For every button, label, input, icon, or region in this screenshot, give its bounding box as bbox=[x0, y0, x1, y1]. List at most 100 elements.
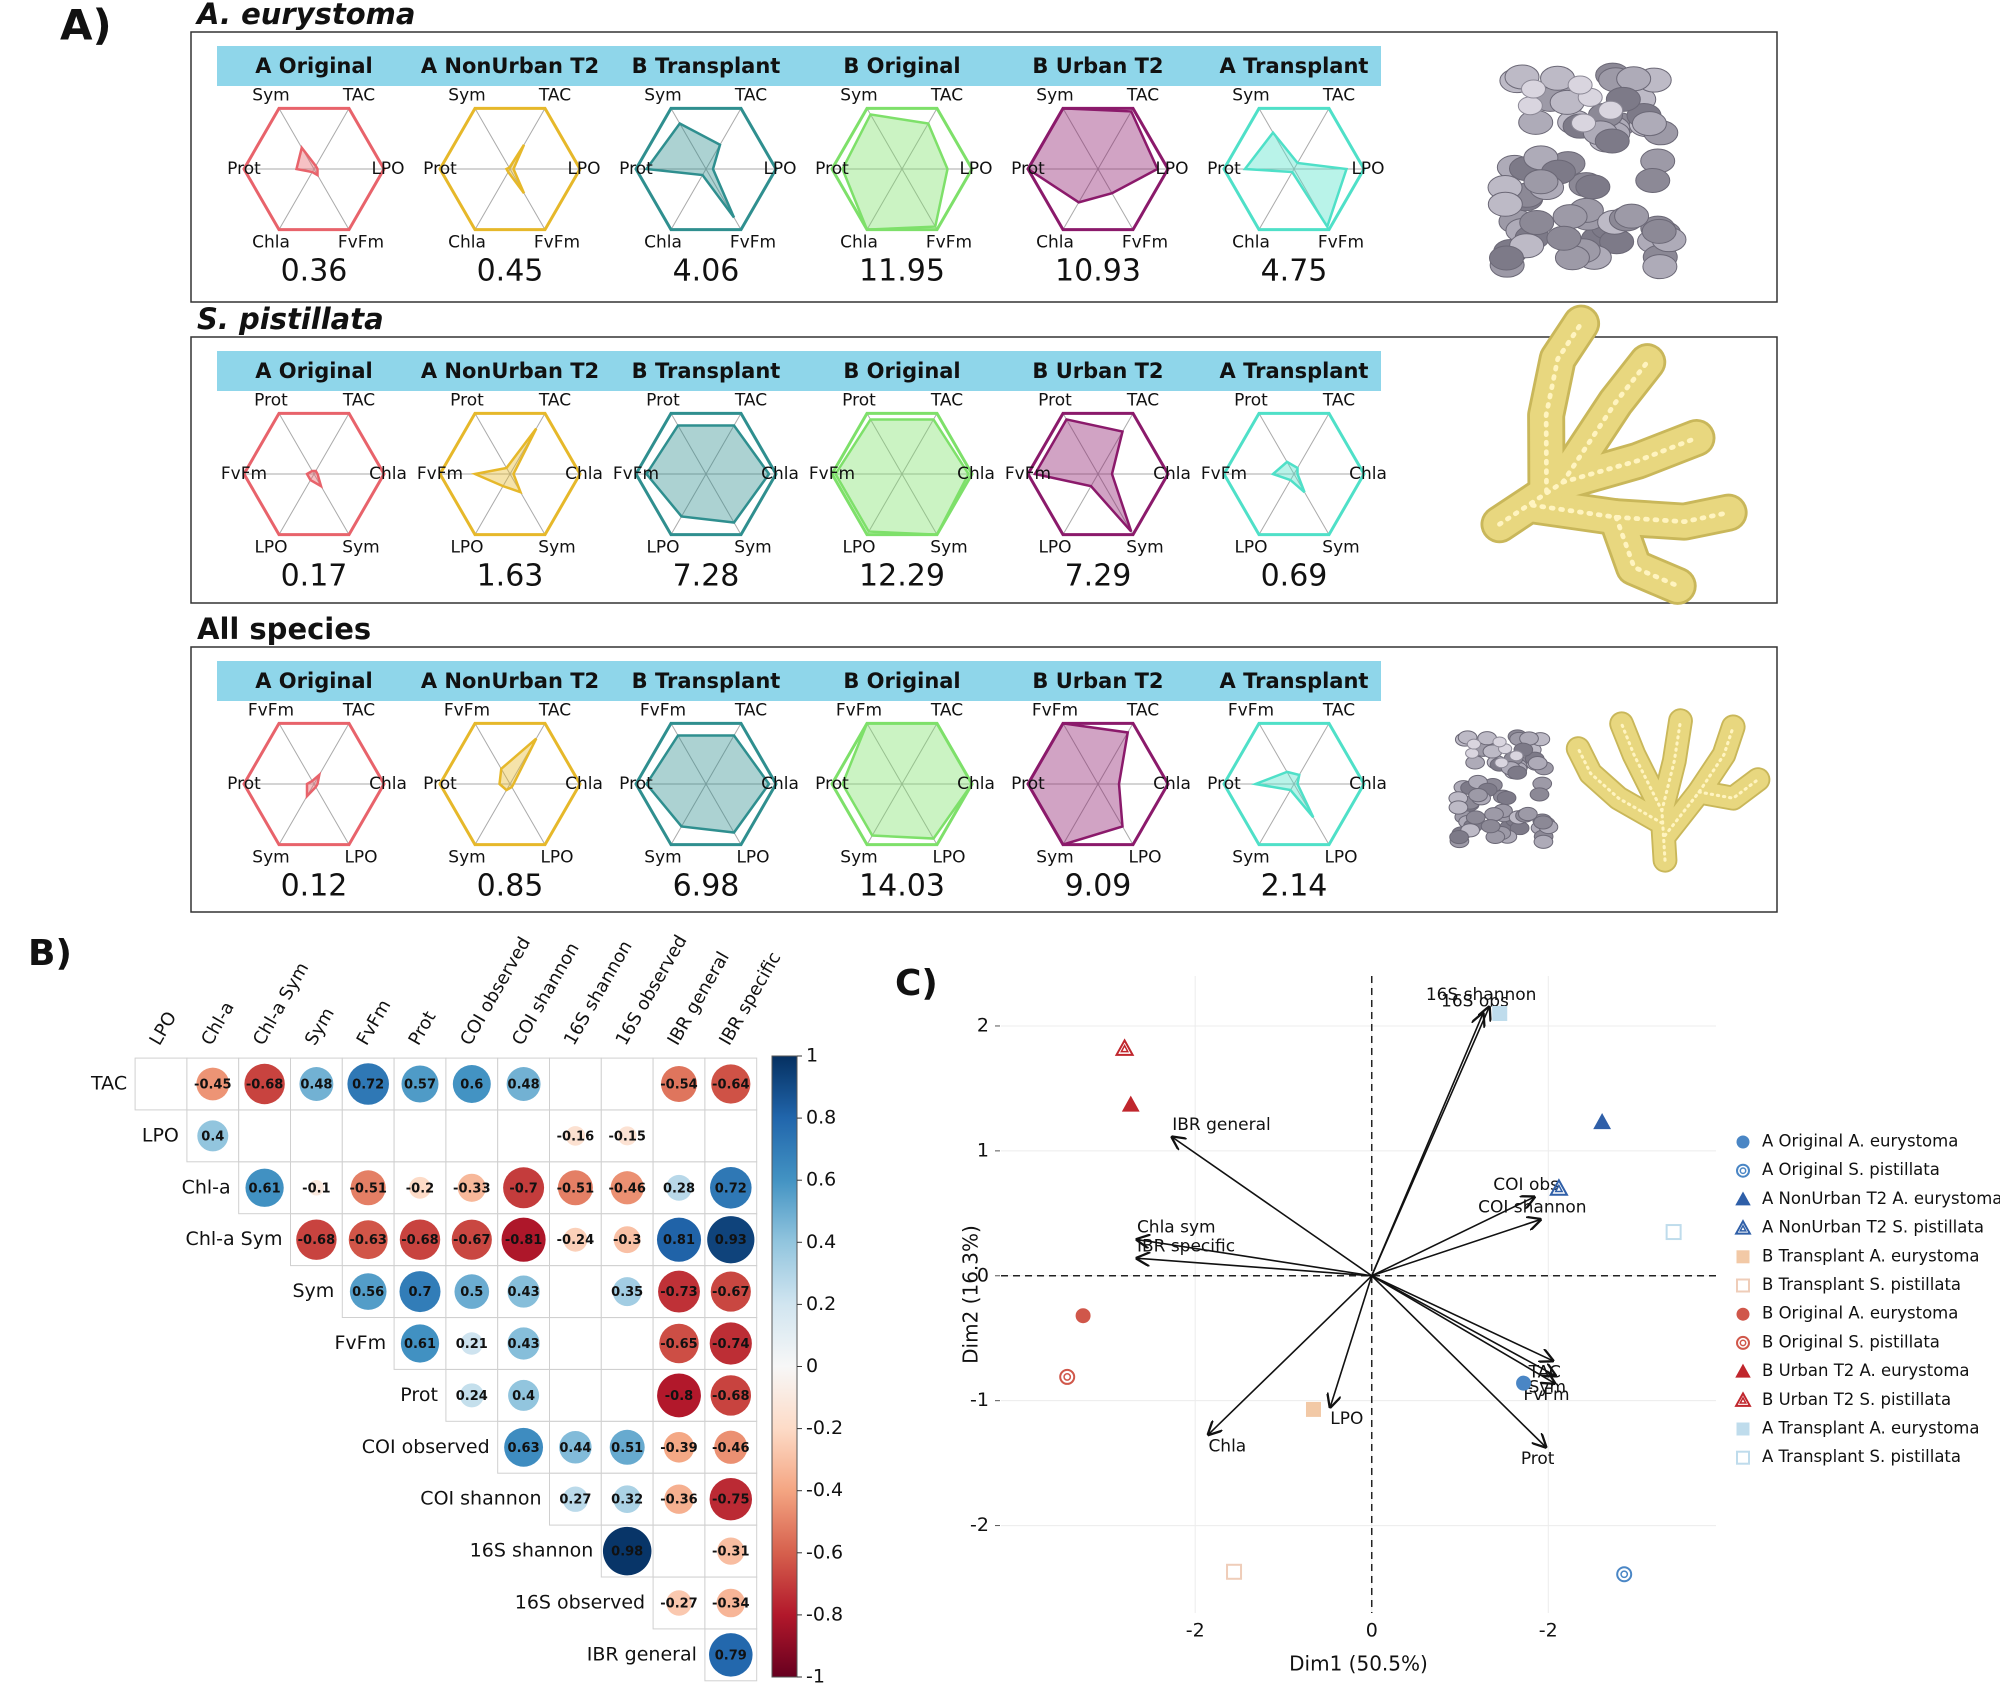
colorbar-label: -0.4 bbox=[806, 1479, 843, 1501]
axis-label: Chla bbox=[1036, 233, 1074, 253]
legend-label: B Urban T2 A. eurystoma bbox=[1762, 1361, 1970, 1380]
x-tick-label: -2 bbox=[1186, 1620, 1205, 1642]
vector-label: FvFm bbox=[1523, 1385, 1569, 1405]
axis-label: Prot bbox=[423, 159, 457, 179]
matrix-cell bbox=[600, 1057, 654, 1111]
correlation-label: 0.72 bbox=[352, 1078, 384, 1093]
coral-polyp bbox=[1642, 254, 1678, 280]
point-inner bbox=[1620, 1570, 1629, 1579]
radar-area bbox=[305, 469, 324, 489]
axis-label: LPO bbox=[1155, 159, 1188, 179]
point bbox=[1735, 1363, 1751, 1378]
axis-label: Sym bbox=[840, 848, 877, 868]
correlation-circle bbox=[400, 1324, 440, 1363]
correlation-circle bbox=[451, 1219, 492, 1260]
radar-frame bbox=[242, 411, 386, 537]
coral-polyp bbox=[1523, 169, 1559, 195]
correlation-circle bbox=[296, 1219, 337, 1260]
correlation-label: 0.51 bbox=[611, 1441, 643, 1456]
correlation-circle bbox=[347, 1063, 389, 1105]
correlation-label: -0.8 bbox=[665, 1389, 693, 1404]
point bbox=[1059, 1368, 1076, 1385]
axis-label: Chla bbox=[1349, 464, 1387, 484]
matrix-cell bbox=[341, 1109, 395, 1163]
axis-label: Prot bbox=[1011, 774, 1045, 794]
radar-area bbox=[834, 418, 970, 536]
correlation-circle bbox=[563, 1227, 588, 1252]
matrix-cell bbox=[704, 1420, 758, 1474]
x-tick-label: -2 bbox=[1539, 1620, 1558, 1642]
header-bar bbox=[217, 351, 1381, 391]
score-label: 0.12 bbox=[281, 869, 348, 904]
correlation-label: -0.68 bbox=[246, 1078, 283, 1093]
axis-label: Chla bbox=[840, 233, 878, 253]
axis-label: Sym bbox=[448, 848, 485, 868]
series-header: A Original bbox=[255, 669, 373, 693]
coral-tip bbox=[1567, 75, 1593, 95]
axis-label: TAC bbox=[538, 85, 571, 105]
correlation-circle bbox=[659, 1323, 699, 1364]
point bbox=[1736, 1335, 1750, 1350]
axis-label: Sym bbox=[1322, 538, 1359, 558]
point bbox=[1665, 1224, 1682, 1241]
coral-polyp bbox=[1631, 111, 1667, 137]
correlation-label: -0.75 bbox=[712, 1493, 749, 1508]
correlation-circle bbox=[617, 1126, 637, 1146]
coral-polyp bbox=[1448, 800, 1469, 815]
legend-label: A Transplant A. eurystoma bbox=[1762, 1419, 1979, 1438]
axis-label: TAC bbox=[734, 390, 767, 410]
radar-frame bbox=[634, 721, 778, 847]
y-tick-label: 1 bbox=[977, 1139, 989, 1161]
correlation-label: 0.4 bbox=[201, 1129, 224, 1144]
correlation-label: 0.43 bbox=[508, 1337, 540, 1352]
correlation-label: -0.51 bbox=[557, 1181, 594, 1196]
coral-branch bbox=[1654, 716, 1744, 846]
coral-tip bbox=[1571, 113, 1597, 133]
coral-polyp bbox=[1496, 790, 1517, 806]
legend-label: B Urban T2 S. pistillata bbox=[1762, 1390, 1951, 1409]
matrix-cell bbox=[549, 1317, 602, 1370]
x-tick-label: 0 bbox=[1366, 1620, 1378, 1642]
correlation-label: -0.3 bbox=[613, 1233, 641, 1248]
score-label: 4.75 bbox=[1261, 254, 1328, 289]
score-label: 6.98 bbox=[673, 869, 740, 904]
axis-label: Chla bbox=[565, 464, 603, 484]
correlation-label: 0.98 bbox=[611, 1545, 643, 1560]
panel-title: A. eurystoma bbox=[195, 0, 415, 31]
point bbox=[1736, 1450, 1750, 1465]
colorbar-label: 0.2 bbox=[806, 1293, 836, 1315]
radar-area bbox=[841, 113, 949, 231]
score-label: 7.28 bbox=[673, 559, 740, 594]
axis-label: TAC bbox=[538, 390, 571, 410]
correlation-circle bbox=[658, 1270, 700, 1313]
correlation-label: 0.5 bbox=[460, 1285, 483, 1300]
axis-label: Prot bbox=[227, 159, 261, 179]
series-header: A Transplant bbox=[1220, 669, 1369, 693]
point bbox=[1549, 1178, 1569, 1196]
correlation-label: 0.6 bbox=[460, 1078, 483, 1093]
vector-label: COI obs bbox=[1493, 1175, 1559, 1195]
radar-area bbox=[644, 424, 771, 524]
score-label: 0.85 bbox=[477, 869, 544, 904]
correlation-circle bbox=[507, 1327, 540, 1360]
point bbox=[1736, 1250, 1750, 1264]
axis-label: Chla bbox=[448, 233, 486, 253]
axis-label: Chla bbox=[1153, 464, 1191, 484]
correlation-label: 0.63 bbox=[508, 1441, 540, 1456]
legend-label: B Transplant A. eurystoma bbox=[1762, 1246, 1980, 1265]
loading-vector bbox=[1330, 1275, 1373, 1407]
legend-label: A Original A. eurystoma bbox=[1762, 1132, 1958, 1151]
correlation-circle bbox=[710, 1167, 752, 1209]
axis-label: Sym bbox=[1126, 538, 1163, 558]
row-label: FvFm bbox=[334, 1332, 386, 1354]
coral-polyp bbox=[1518, 806, 1538, 822]
point-inner bbox=[1739, 1339, 1747, 1347]
row-label: TAC bbox=[90, 1073, 127, 1095]
point bbox=[1516, 1375, 1532, 1391]
axis-label: Chla bbox=[644, 233, 682, 253]
axis-label: Chla bbox=[369, 774, 407, 794]
axis-label: TAC bbox=[342, 390, 375, 410]
series-header: A NonUrban T2 bbox=[421, 669, 599, 693]
point bbox=[1075, 1308, 1091, 1324]
